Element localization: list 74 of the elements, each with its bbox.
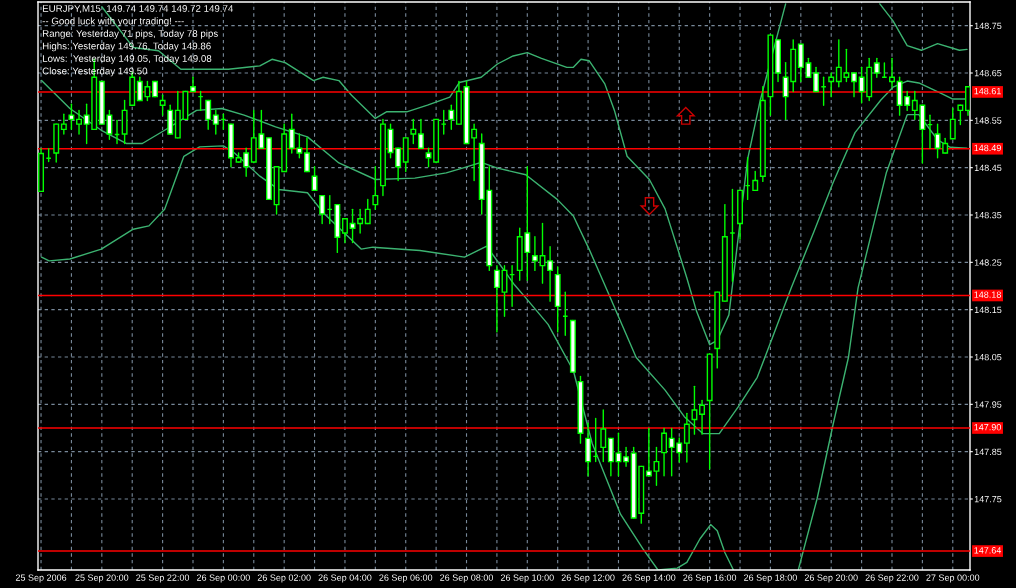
y-tick-label: 147.95 [974,401,1002,408]
y-tick-label: 148.45 [974,164,1002,172]
candlestick [828,72,835,98]
candlestick [364,198,371,225]
candlestick [889,57,895,88]
candlestick [851,72,857,98]
y-tick-label: 148.25 [974,259,1002,266]
x-tick-label: 26 Sep 20:00 [804,574,858,583]
x-tick-label: 25 Sep 2006 [15,574,67,583]
y-tick-label: 148.65 [974,69,1002,77]
x-tick-label: 26 Sep 04:00 [318,574,372,583]
candlestick [607,437,614,477]
candlestick [159,94,166,116]
candlestick [531,236,538,272]
x-tick-label: 26 Sep 16:00 [683,574,737,583]
x-tick-label: 26 Sep 10:00 [500,574,554,583]
candlestick [752,170,759,192]
ref-line-label: 148.61 [974,87,1001,95]
chart-title: EURJPY,M15 149.74 149.74 149.72 149.74 [42,5,234,14]
candlestick [623,446,630,468]
y-tick-label: 147.75 [974,496,1002,503]
candlestick [372,166,379,211]
candlestick [410,118,417,145]
candlestick [957,104,964,126]
ref-line-label: 147.64 [974,547,1002,554]
y-tick-label: 148.05 [974,353,1002,361]
candlestick [341,218,348,244]
candlestick [949,107,956,140]
candlestick [873,57,880,78]
x-tick-label: 26 Sep 02:00 [257,574,311,583]
y-tick-label: 148.75 [974,22,1002,30]
candlestick [585,422,592,477]
candlestick [167,104,174,135]
candlestick [691,385,698,435]
candlestick [190,76,196,93]
candlestick [319,194,326,225]
x-tick-label: 26 Sep 06:00 [379,574,433,583]
ref-line-label: 147.90 [974,424,1001,431]
candlestick [547,246,554,302]
candlestick [683,412,690,463]
candlestick [600,409,607,463]
candlestick [661,427,668,477]
y-tick-label: 148.35 [974,211,1002,219]
candlestick [311,166,318,192]
candlestick [493,264,500,333]
x-tick-label: 26 Sep 14:00 [622,574,676,583]
x-tick-label: 26 Sep 18:00 [744,574,797,583]
candlestick [813,66,819,93]
candlestick [212,109,219,135]
candlestick [76,109,83,135]
x-tick-label: 26 Sep 12:00 [561,574,615,583]
y-tick-label: 147.85 [974,448,1002,456]
x-tick-label: 25 Sep 20:00 [75,574,129,583]
candlestick [68,103,75,131]
candlestick [60,113,67,135]
x-tick-label: 26 Sep 00:00 [196,574,250,583]
candlestick [417,118,424,149]
y-tick-label: 148.55 [974,117,1002,124]
candlestick [448,104,455,131]
x-tick-label: 26 Sep 22:00 [865,574,919,583]
y-tick-label: 148.15 [974,306,1002,314]
annotation: Range: Yesterday 71 pips, Today 78 pips [42,29,218,39]
x-tick-label: 27 Sep 00:00 [926,574,980,583]
candlestick [699,399,706,435]
candlestick [471,123,478,182]
ref-line-label: 148.18 [974,291,1001,298]
x-tick-label: 25 Sep 22:00 [136,574,190,583]
candlestick [303,137,310,173]
ref-line-label: 148.49 [974,144,1001,152]
candlestick [964,86,970,116]
candlestick [121,99,128,145]
line-series [40,79,968,435]
candlestick [205,99,212,131]
x-tick-label: 26 Sep 08:00 [440,574,494,583]
